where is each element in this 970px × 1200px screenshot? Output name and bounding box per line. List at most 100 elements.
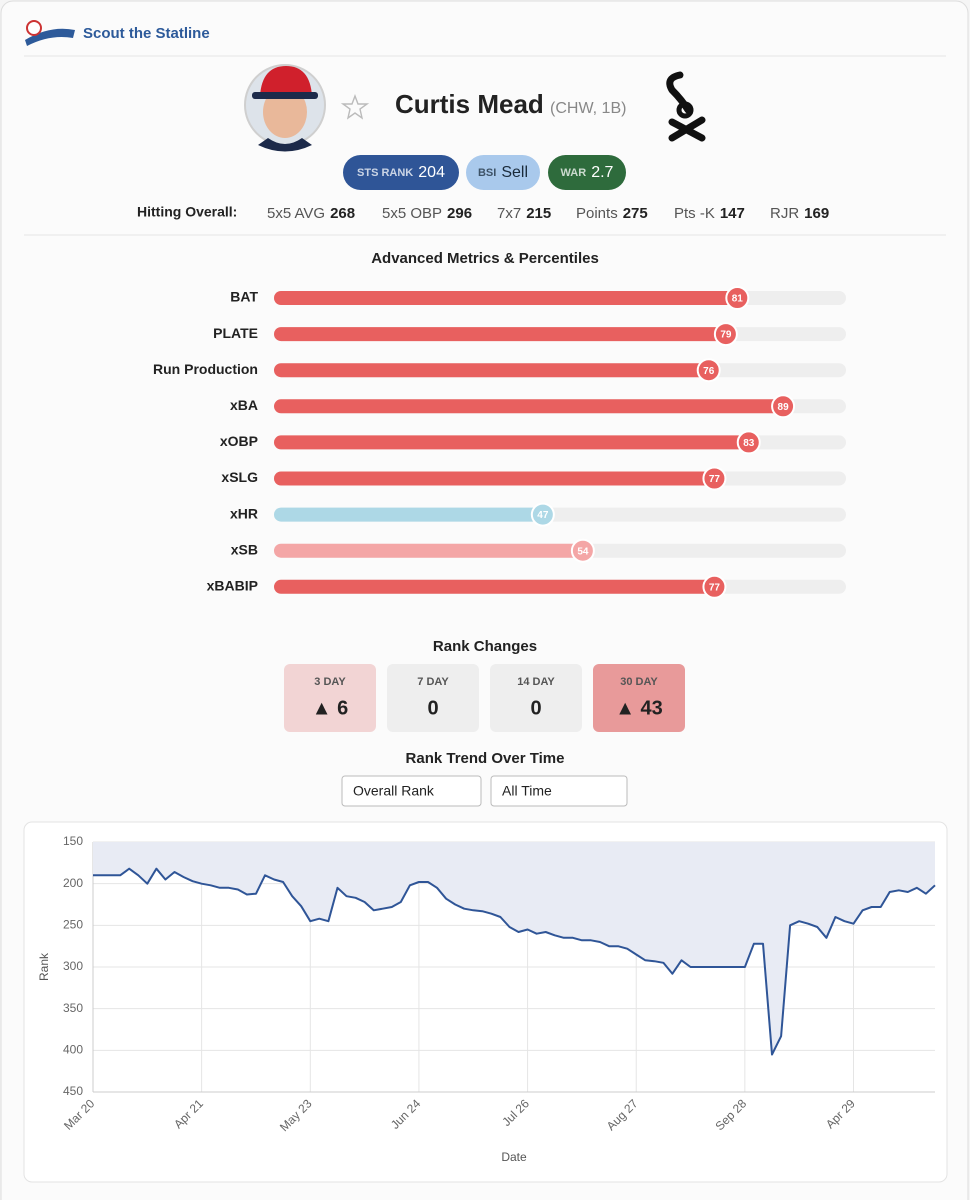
rank-change-box [387,664,479,732]
hitting-stat: Pts -K 147 [674,205,745,222]
metric-value: 89 [778,402,790,413]
rank-change-value: 0 [427,697,438,719]
stat-label: Points [576,205,618,222]
y-tick-label: 250 [63,918,83,932]
metric-label: xOBP [220,433,258,449]
metric-bubble [530,502,555,527]
y-tick-label: 200 [63,876,83,890]
rank-change-box [284,664,376,732]
badge [466,155,540,190]
metric-label: xSLG [221,469,258,485]
stat-value: 268 [330,205,355,222]
metric-value: 81 [732,294,744,305]
metric-bubble [771,394,796,419]
rank-change-value: ▲ 6 [312,697,348,719]
rank-change-value: ▲ 43 [615,697,663,719]
area [93,842,935,1055]
line [93,867,936,1056]
dropdown[interactable] [490,775,628,807]
badge-label: STS RANK [357,167,413,179]
metric-bubble [736,430,761,455]
rank-changes-title: Rank Changes [433,638,537,655]
hitting-stat: 5x5 OBP 296 [382,205,472,222]
stat-label: 5x5 AVG [267,205,325,222]
metric-value: 77 [709,582,721,593]
stat-label: 5x5 OBP [382,205,442,222]
stat-label: Pts -K [674,205,715,222]
rank-change-label: 14 DAY [517,676,555,688]
metric-value: 83 [743,438,755,449]
metrics-title: Advanced Metrics & Percentiles [371,250,599,267]
team-logo [666,71,706,142]
trend-title: Rank Trend Over Time [406,750,565,767]
y-tick-label: 150 [63,834,83,848]
stat-value: 169 [804,205,829,222]
metric-value: 54 [577,546,589,557]
metric-label: xBABIP [207,578,258,594]
metric-label: BAT [230,289,258,305]
y-tick-label: 350 [63,1001,83,1015]
player-meta: (CHW, 1B) [550,100,626,117]
hitting-stat: 5x5 AVG 268 [267,205,355,222]
metric-value: 79 [720,330,732,341]
hitting-stat: Points 275 [576,205,648,222]
metric-bar [274,471,715,486]
metric-bubble [725,286,750,310]
metric-bar [274,327,726,342]
dropdown-text[interactable]: Overall Rank [353,783,435,799]
rank-change-box [593,664,685,732]
metric-value: 47 [537,510,549,521]
badge-value: 2.7 [591,164,613,181]
badge [548,155,626,190]
dropdown-text[interactable]: All Time [502,783,552,799]
badge-text: STS RANK 204 [357,164,445,181]
metric-bar [274,363,709,378]
logo [25,20,75,46]
metric-bubble [570,538,595,563]
dropdown[interactable] [341,775,482,807]
badge-label: WAR [561,167,587,179]
stat-value: 275 [623,205,648,222]
metric-bar [274,435,749,450]
badge-value: Sell [501,164,528,181]
badge-label: BSI [478,167,496,179]
player-photo [244,64,326,152]
player-name: Curtis Mead [395,89,544,119]
metric-label: xHR [230,505,258,521]
stat-label: RJR [770,205,799,222]
stat-value: 215 [526,205,551,222]
rank-change-label: 3 DAY [314,676,346,688]
badge [343,155,459,190]
hitting-stat: 7x7 215 [497,205,551,222]
metric-label: PLATE [213,325,258,341]
metric-bubble [713,322,738,347]
metric-bubble [696,358,721,383]
rank-change-label: 7 DAY [417,676,449,688]
y-axis-label: Rank [37,952,51,981]
x-axis-label: Date [501,1150,527,1164]
rank-change-box [490,664,582,732]
metric-bar [274,291,738,305]
stat-value: 296 [447,205,472,222]
y-tick-label: 450 [63,1084,83,1098]
rank-change-label: 30 DAY [620,676,658,688]
hitting-label: Hitting Overall: [137,204,237,220]
metric-bubble [702,466,727,491]
hitting-stat: RJR 169 [770,205,829,222]
metric-bar [274,399,784,414]
metric-bar [274,579,715,594]
badge-text: WAR 2.7 [561,164,614,181]
metric-bubble [702,574,727,599]
metric-label: xSB [231,541,258,557]
site-title[interactable]: Scout the Statline [83,25,210,42]
metric-label: xBA [230,397,258,413]
stat-value: 147 [720,205,745,222]
stat-label: 7x7 [497,205,521,222]
metric-value: 77 [709,474,721,485]
favorite-star[interactable] [340,94,370,120]
metric-label: Run Production [153,361,258,377]
rank-change-value: 0 [530,697,541,719]
y-tick-label: 400 [63,1043,83,1057]
